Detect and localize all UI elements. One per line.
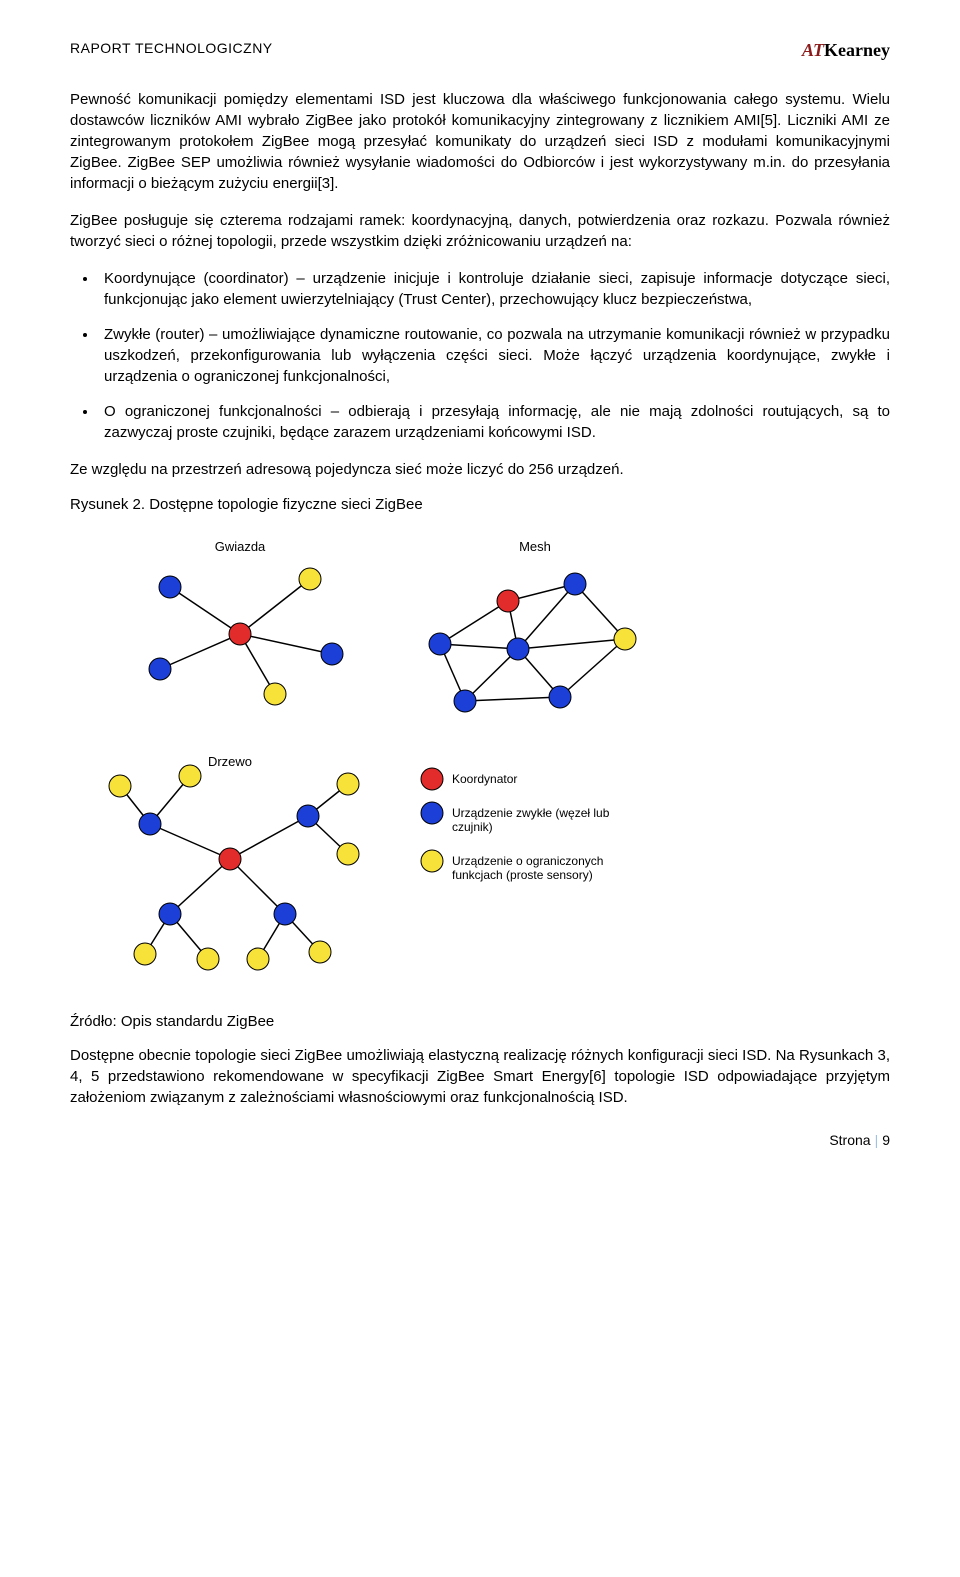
svg-text:Urządzenie o ograniczonych: Urządzenie o ograniczonych (452, 854, 603, 868)
svg-text:czujnik): czujnik) (452, 820, 493, 834)
bullet-item: Zwykłe (router) – umożliwiające dynamicz… (98, 324, 890, 387)
topology-svg: Gwiazda Mesh Drzewo Koordynator Urządzenie z… (70, 519, 690, 989)
figure-source: Źródło: Opis standardu ZigBee (70, 1013, 890, 1030)
svg-text:funkcjach (proste sensory): funkcjach (proste sensory) (452, 868, 593, 882)
bullet-list: Koordynujące (coordinator) – urządzenie … (70, 268, 890, 443)
svg-text:Gwiazda: Gwiazda (215, 539, 266, 554)
svg-text:Urządzenie zwykłe (węzeł lub: Urządzenie zwykłe (węzeł lub (452, 806, 610, 820)
svg-text:Drzewo: Drzewo (208, 754, 252, 769)
header-title: RAPORT TECHNOLOGICZNY (70, 40, 273, 56)
paragraph-3: Ze względu na przestrzeń adresową pojedy… (70, 459, 890, 480)
logo-at: AT (802, 40, 824, 60)
footer-label: Strona (829, 1132, 870, 1148)
paragraph-2: ZigBee posługuje się czterema rodzajami … (70, 210, 890, 252)
figure-caption: Rysunek 2. Dostępne topologie fizyczne s… (70, 496, 890, 513)
bullet-item: O ograniczonej funkcjonalności – odbiera… (98, 401, 890, 443)
logo-kearney: Kearney (824, 40, 890, 60)
svg-text:Mesh: Mesh (519, 539, 551, 554)
topology-diagram: Gwiazda Mesh Drzewo Koordynator Urządzenie z… (70, 519, 890, 989)
logo: ATKearney (802, 40, 890, 61)
page-header: RAPORT TECHNOLOGICZNY ATKearney (70, 40, 890, 61)
svg-text:Koordynator: Koordynator (452, 772, 517, 786)
paragraph-4: Dostępne obecnie topologie sieci ZigBee … (70, 1045, 890, 1108)
bullet-item: Koordynujące (coordinator) – urządzenie … (98, 268, 890, 310)
footer-page-number: 9 (882, 1132, 890, 1148)
page-footer: Strona|9 (70, 1132, 890, 1148)
footer-divider: | (871, 1132, 883, 1148)
paragraph-1: Pewność komunikacji pomiędzy elementami … (70, 89, 890, 194)
